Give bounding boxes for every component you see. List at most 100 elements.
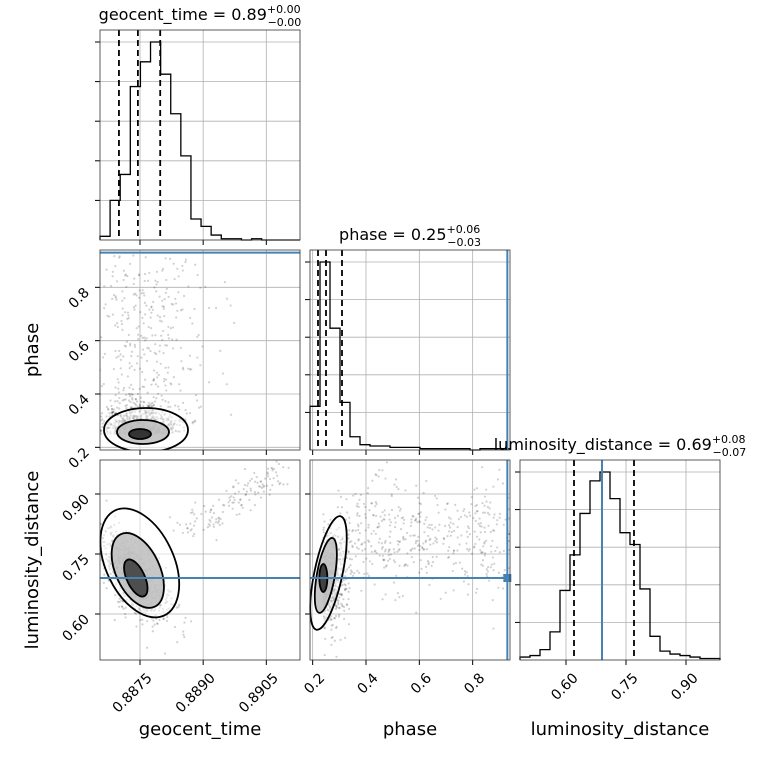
panel-geocent_time-phase-sample-point [158, 295, 161, 298]
panel-geocent_time-phase-sample-point [98, 404, 100, 406]
panel-phase-luminosity_distance-sample-point [504, 518, 507, 521]
panel-phase-luminosity_distance-sample-point [322, 513, 325, 516]
panel-geocent_time-phase-sample-point [181, 269, 184, 272]
panel-geocent_time-phase-sample-point [121, 328, 124, 331]
panel-phase-luminosity_distance-sample-point [409, 524, 412, 528]
panel-phase-luminosity_distance-sample-point [337, 615, 341, 618]
panel-geocent_time-luminosity_distance-sample-point [212, 504, 215, 507]
panel-phase-luminosity_distance-sample-point [344, 636, 347, 639]
panel-phase-luminosity_distance-sample-point [354, 555, 357, 558]
panel-phase-luminosity_distance-sample-point [350, 540, 353, 543]
panel-geocent_time-phase-sample-point [119, 367, 122, 370]
panel-phase-luminosity_distance-sample-point [475, 587, 479, 591]
panel-phase-luminosity_distance-sample-point [322, 531, 325, 534]
panel-geocent_time-phase-sample-point [166, 371, 169, 374]
panel-geocent_time-phase-sample-point [214, 306, 218, 310]
panel-phase-luminosity_distance-sample-point [481, 551, 484, 554]
panel-geocent_time-phase-sample-point [191, 422, 194, 425]
panel-geocent_time-luminosity_distance-sample-point [276, 453, 278, 455]
panel-geocent_time-luminosity_distance-sample-point [271, 484, 274, 487]
panel-phase-luminosity_distance-sample-point [344, 583, 347, 587]
panel-geocent_time-phase-sample-point [140, 292, 143, 295]
panel-geocent_time-phase-sample-point [116, 325, 119, 329]
panel-phase-luminosity_distance-sample-point [345, 498, 348, 501]
panel-geocent_time-phase-sample-point [129, 393, 132, 396]
panel-phase-luminosity_distance-sample-point [466, 593, 469, 596]
panel-phase-luminosity_distance-sample-point [355, 546, 359, 549]
panel-phase-luminosity_distance-sample-point [447, 524, 451, 527]
panel-phase-luminosity_distance-sample-point [433, 494, 437, 498]
panel-geocent_time-phase-sample-point [163, 377, 166, 380]
panel-phase-luminosity_distance-sample-point [362, 560, 365, 564]
panel-phase-luminosity_distance-sample-point [331, 623, 334, 626]
panel-phase-luminosity_distance-sample-point [367, 526, 370, 529]
panel-phase-luminosity_distance-sample-point [358, 532, 361, 535]
panel-geocent_time-phase-sample-point [162, 352, 165, 355]
panel-geocent_time-phase-sample-point [176, 267, 179, 270]
panel-phase-luminosity_distance-sample-point [403, 564, 406, 567]
panel-geocent_time-phase-sample-point [144, 339, 147, 342]
panel-phase-luminosity_distance-sample-point [446, 535, 449, 538]
panel-geocent_time-luminosity_distance-sample-point [228, 496, 231, 499]
hist-geocent_time-frame [99, 29, 301, 241]
panel-geocent_time-luminosity_distance-sample-point [192, 534, 195, 538]
panel-geocent_time-luminosity_distance-sample-point [177, 605, 180, 608]
panel-phase-luminosity_distance-sample-point [404, 563, 407, 566]
panel-geocent_time-luminosity_distance-sample-point [257, 491, 260, 494]
panel-phase-luminosity_distance-sample-point [330, 643, 333, 646]
panel-geocent_time-luminosity_distance-sample-point [182, 633, 185, 636]
panel-phase-luminosity_distance-sample-point [486, 570, 489, 573]
panel-geocent_time-luminosity_distance-sample-point [92, 536, 94, 538]
panel-geocent_time-phase-sample-point [105, 415, 108, 418]
panel-phase-luminosity_distance-sample-point [426, 559, 430, 563]
panel-geocent_time-phase-sample-point [177, 291, 180, 294]
panel-phase-luminosity_distance-sample-point [411, 515, 414, 518]
panel-geocent_time-phase-sample-point [110, 411, 113, 414]
panel-geocent_time-phase-sample-point [110, 284, 113, 288]
panel-geocent_time-phase-sample-point [187, 367, 190, 370]
panel-geocent_time-phase-sample-point [158, 316, 162, 319]
panel-phase-luminosity_distance-sample-point [452, 552, 455, 555]
panel-phase-luminosity_distance-sample-point [366, 492, 369, 495]
panel-phase-luminosity_distance-sample-point [384, 548, 387, 551]
panel-geocent_time-phase-sample-point [79, 274, 81, 276]
panel-geocent_time-phase-sample-point [131, 393, 134, 396]
panel-geocent_time-phase-sample-point [171, 338, 174, 341]
panel-geocent_time-luminosity_distance-sample-point [156, 622, 159, 625]
panel-geocent_time-luminosity_distance-sample-point [209, 510, 212, 514]
panel-phase-luminosity_distance-sample-point [351, 574, 355, 578]
panel-phase-luminosity_distance-sample-point [382, 518, 385, 521]
panel-phase-luminosity_distance-sample-point [454, 561, 458, 565]
y-axis-label-luminosity_distance: luminosity_distance [22, 471, 43, 650]
panel-phase-luminosity_distance-sample-point [364, 529, 367, 532]
panel-phase-luminosity_distance-sample-point [367, 523, 370, 526]
panel-geocent_time-phase-sample-point [142, 400, 145, 403]
panel-phase-luminosity_distance-sample-point [498, 468, 501, 471]
panel-geocent_time-phase-sample-point [138, 404, 141, 407]
panel-geocent_time-phase-sample-point [111, 410, 114, 413]
x-axis-label-geocent_time: geocent_time [139, 719, 262, 740]
panel-geocent_time-luminosity_distance-sample-point [173, 625, 177, 629]
panel-phase-luminosity_distance-sample-point [420, 567, 423, 570]
panel-geocent_time-phase-sample-point [171, 347, 175, 350]
panel-phase-luminosity_distance-sample-point [410, 556, 413, 559]
panel-geocent_time-phase-sample-point [182, 368, 185, 371]
panel-phase-luminosity_distance-sample-point [368, 560, 372, 563]
panel-phase-luminosity_distance-sample-point [337, 489, 340, 492]
panel-geocent_time-phase-sample-point [164, 378, 168, 381]
panel-geocent_time-phase-sample-point [197, 333, 200, 337]
panel-geocent_time-luminosity_distance-sample-point [271, 467, 274, 470]
panel-phase-luminosity_distance-sample-point [429, 537, 432, 540]
panel-geocent_time-phase-sample-point [97, 419, 99, 421]
panel-phase-luminosity_distance-sample-point [360, 522, 363, 525]
panel-phase-luminosity_distance-sample-point [348, 607, 351, 611]
panel-phase-luminosity_distance-sample-point [458, 543, 461, 546]
panel-geocent_time-phase-sample-point [118, 396, 121, 400]
panel-geocent_time-luminosity_distance-sample-point [250, 477, 253, 480]
panel-geocent_time-phase-sample-point [147, 401, 150, 405]
panel-phase-luminosity_distance-sample-point [483, 542, 486, 545]
panel-phase-luminosity_distance-sample-point [409, 534, 412, 537]
panel-phase-luminosity_distance-sample-point [435, 537, 438, 541]
panel-geocent_time-luminosity_distance-ytick-label-1: 0.75 [59, 552, 92, 585]
panel-phase-luminosity_distance-sample-point [348, 516, 351, 519]
